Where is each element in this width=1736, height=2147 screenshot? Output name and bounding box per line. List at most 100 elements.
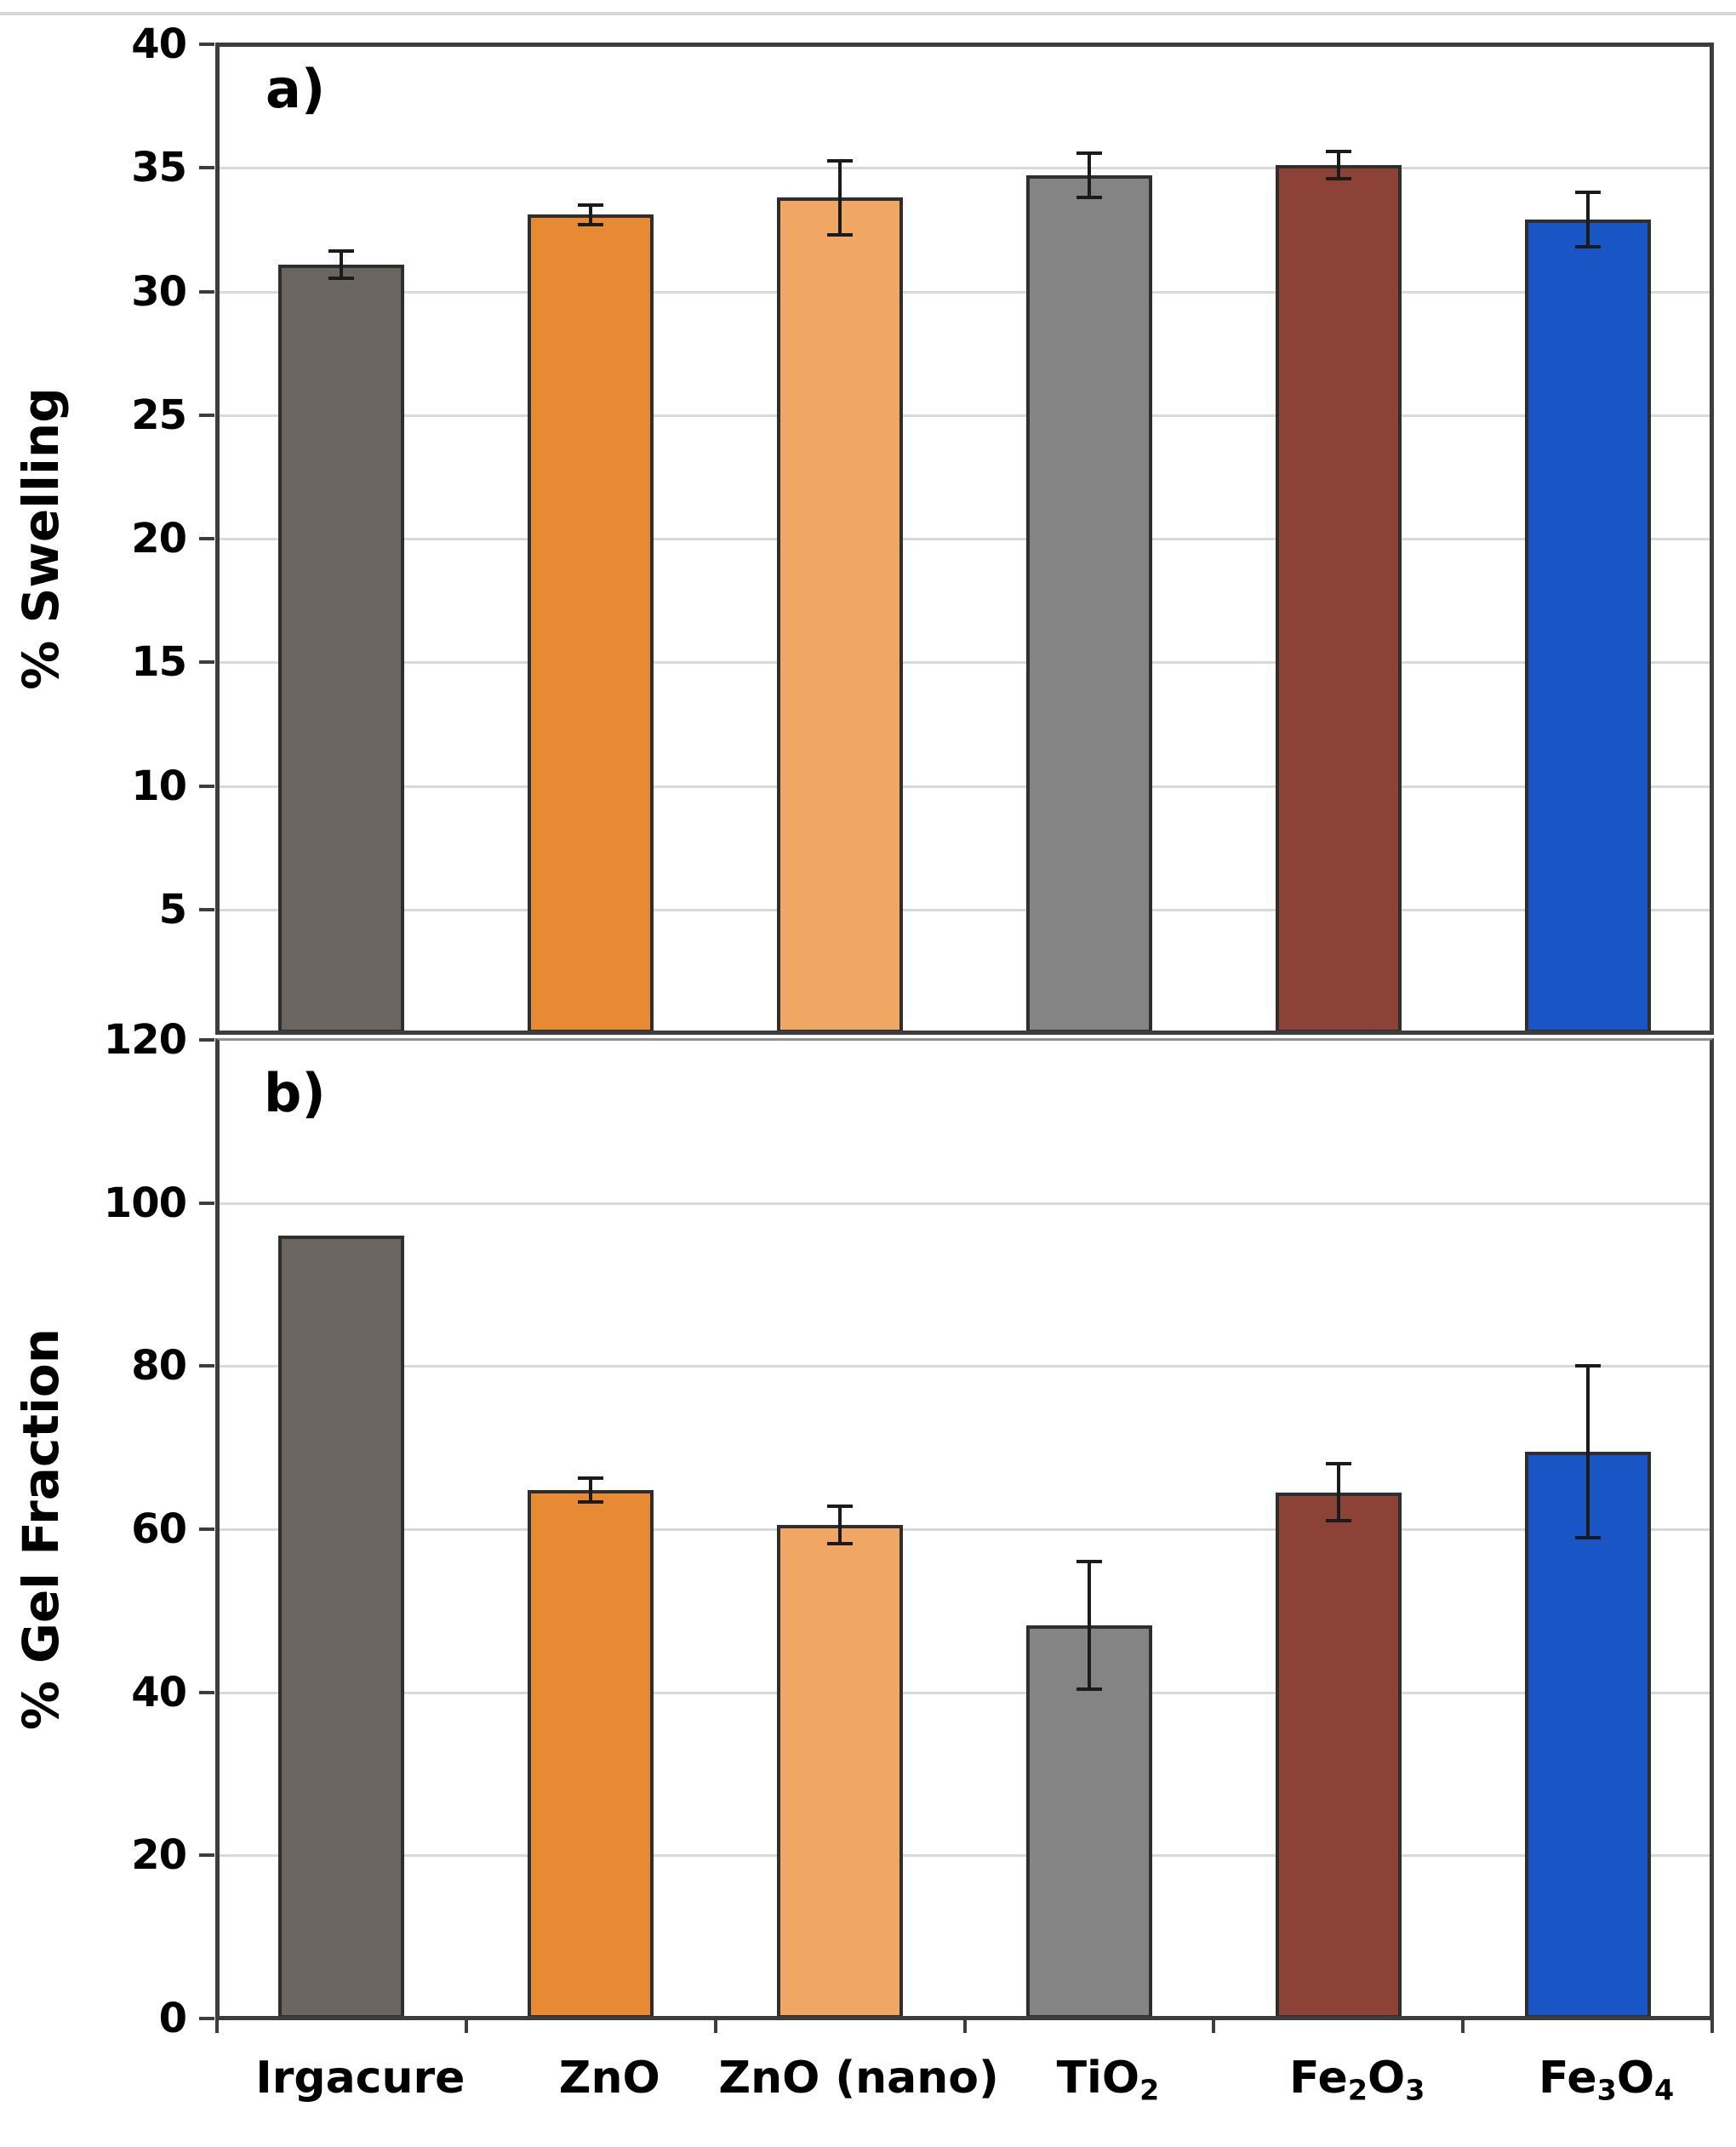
bar-zno-nano-b — [777, 1525, 904, 2019]
y-tick-a-25 — [199, 413, 214, 417]
error-bar-cap-top-irgacure-a — [328, 248, 355, 253]
error-bar-irgacure-a — [340, 250, 344, 278]
error-bar-zno-nano-a — [838, 160, 842, 235]
error-bar-cap-bottom-tio2-b — [1076, 1687, 1102, 1691]
x-axis-label-text: Fe — [1289, 2053, 1348, 2104]
y-tick-label-a-40: 40 — [131, 20, 187, 68]
error-bar-cap-top-fe3o4-b — [1574, 1364, 1601, 1368]
error-bar-cap-top-zno-nano-a — [827, 158, 854, 163]
y-tick-a-10 — [199, 784, 214, 788]
gridline-b-20 — [217, 1854, 1712, 1858]
error-bar-zno-a — [589, 204, 593, 226]
gridline-b-80 — [217, 1365, 1712, 1368]
error-bar-fe3o4-a — [1585, 192, 1590, 248]
y-tick-label-a-15: 15 — [131, 638, 187, 687]
error-bar-tio2-b — [1087, 1562, 1091, 1689]
x-axis-label-text: O — [1616, 2053, 1655, 2104]
y-tick-label-a-5: 5 — [158, 885, 187, 934]
error-bar-cap-bottom-fe3o4-b — [1574, 1535, 1601, 1539]
y-tick-b-60 — [199, 1527, 214, 1531]
y-tick-label-b-80: 80 — [131, 1342, 187, 1390]
x-axis-label-text: ZnO — [558, 2053, 660, 2104]
bar-zno-b — [528, 1490, 654, 2019]
y-tick-a-20 — [199, 537, 214, 540]
x-axis-label-subscript: 4 — [1654, 2073, 1675, 2107]
x-tick-b-0 — [215, 2020, 219, 2033]
x-tick-b-6 — [1710, 2020, 1714, 2033]
y-tick-label-a-30: 30 — [131, 267, 187, 316]
y-tick-label-a-25: 25 — [131, 391, 187, 439]
x-tick-b-3 — [962, 2020, 967, 2033]
y-tick-label-b-60: 60 — [131, 1505, 187, 1553]
x-tick-b-2 — [713, 2020, 717, 2033]
y-tick-label-b-40: 40 — [131, 1668, 187, 1716]
y-tick-label-a-10: 10 — [131, 762, 187, 810]
y-tick-a-30 — [199, 289, 214, 294]
x-axis-label-tio2: TiO2 — [921, 2053, 1295, 2116]
y-tick-b-120 — [199, 1038, 214, 1042]
x-axis-label-subscript: 3 — [1596, 2073, 1617, 2107]
y-tick-a-5 — [199, 907, 214, 911]
error-bar-zno-nano-b — [838, 1506, 842, 1545]
gridline-a-10 — [217, 785, 1712, 788]
bar-fe3o4-a — [1524, 220, 1651, 1033]
y-tick-label-b-0: 0 — [158, 1995, 187, 2042]
gridline-a-25 — [217, 414, 1712, 417]
error-bar-cap-top-fe3o4-a — [1574, 191, 1601, 195]
error-bar-cap-top-zno-nano-b — [827, 1505, 854, 1509]
y-tick-b-40 — [199, 1690, 214, 1694]
bar-fe2o3-b — [1275, 1493, 1402, 2019]
x-axis-label-text: Fe — [1538, 2053, 1597, 2104]
x-axis-label-text: ZnO (nano) — [718, 2053, 999, 2104]
x-axis-label-text: O — [1367, 2053, 1406, 2104]
error-bar-cap-bottom-tio2-a — [1076, 196, 1102, 200]
y-tick-b-80 — [199, 1364, 214, 1368]
error-bar-cap-top-tio2-a — [1076, 151, 1102, 155]
error-bar-cap-top-fe2o3-b — [1325, 1462, 1351, 1466]
error-bar-zno-b — [589, 1477, 593, 1503]
x-axis-label-fe2o3: Fe2O3 — [1170, 2053, 1545, 2116]
gridline-b-100 — [217, 1202, 1712, 1205]
error-bar-cap-bottom-zno-nano-a — [827, 232, 854, 237]
y-tick-label-b-100: 100 — [103, 1179, 187, 1227]
x-tick-b-4 — [1212, 2020, 1216, 2033]
error-bar-cap-top-tio2-b — [1076, 1560, 1102, 1564]
error-bar-cap-bottom-zno-nano-b — [827, 1542, 854, 1546]
error-bar-cap-bottom-fe2o3-a — [1325, 177, 1351, 181]
bar-fe2o3-a — [1275, 165, 1402, 1033]
error-bar-cap-bottom-fe3o4-a — [1574, 245, 1601, 249]
gridline-b-60 — [217, 1528, 1712, 1531]
error-bar-cap-bottom-fe2o3-b — [1325, 1519, 1351, 1523]
y-tick-b-20 — [199, 1853, 214, 1858]
gridline-a-20 — [217, 538, 1712, 540]
gridline-a-35 — [217, 167, 1712, 170]
panel-b-label: b) — [264, 1062, 326, 1124]
error-bar-cap-bottom-irgacure-a — [328, 276, 355, 280]
y-tick-a-35 — [199, 166, 214, 170]
gridline-a-15 — [217, 661, 1712, 665]
x-axis-label-text: TiO — [1056, 2053, 1140, 2104]
y-tick-label-b-20: 20 — [131, 1831, 187, 1880]
bar-tio2-a — [1025, 175, 1152, 1033]
bar-zno-a — [528, 214, 654, 1033]
bar-fe3o4-b — [1524, 1452, 1651, 2019]
x-axis-label-zno: ZnO — [422, 2053, 797, 2104]
y-tick-label-a-20: 20 — [131, 515, 187, 562]
error-bar-fe2o3-b — [1336, 1464, 1340, 1522]
error-bar-tio2-a — [1087, 152, 1091, 198]
x-axis-label-irgacure: Irgacure — [173, 2053, 547, 2104]
figure-top-edge-line — [0, 12, 1736, 15]
bar-zno-nano-a — [777, 197, 904, 1033]
x-axis-label-subscript: 2 — [1347, 2073, 1368, 2107]
x-axis-label-zno-nano: ZnO (nano) — [671, 2053, 1046, 2104]
x-axis-label-fe3o4: Fe3O4 — [1419, 2053, 1736, 2116]
gridline-a-30 — [217, 290, 1712, 294]
gridline-a-5 — [217, 908, 1712, 911]
x-tick-b-5 — [1461, 2020, 1465, 2033]
x-axis-label-subscript: 2 — [1139, 2073, 1160, 2107]
bar-irgacure-a — [278, 265, 405, 1033]
y-tick-a-15 — [199, 660, 214, 665]
y-tick-a-40 — [199, 43, 214, 46]
error-bar-fe2o3-a — [1336, 151, 1340, 180]
